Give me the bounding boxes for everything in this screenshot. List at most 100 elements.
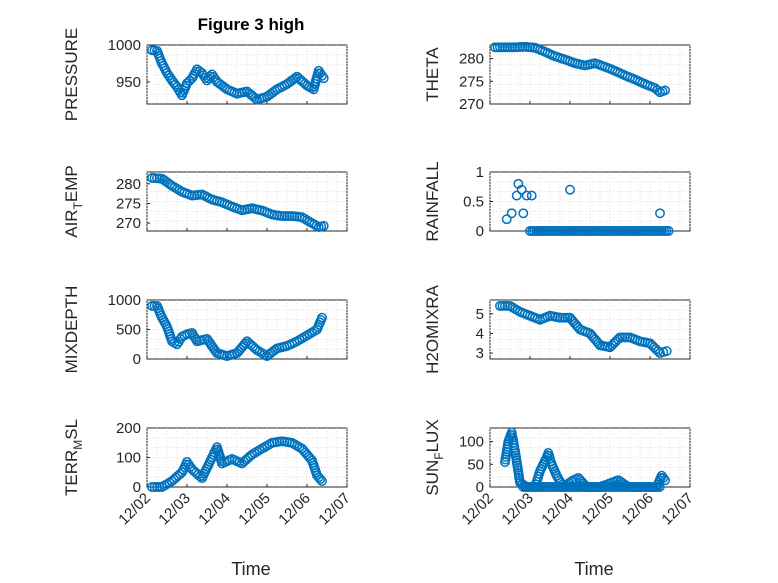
y-tick-label: 1 [476, 164, 484, 181]
x-tick-label: 12/04 [195, 490, 234, 529]
data-point [197, 68, 207, 78]
data-point [660, 85, 670, 96]
data-point [313, 65, 324, 76]
data-point [205, 71, 216, 82]
data-point [208, 72, 219, 82]
data-point [250, 93, 260, 103]
series-markers [501, 178, 674, 236]
y-tick-label: 200 [116, 420, 141, 437]
data-point [518, 208, 529, 219]
data-point [652, 85, 663, 96]
data-point [524, 482, 535, 492]
y-tick-label: 100 [459, 434, 484, 451]
data-point [613, 334, 623, 345]
series-markers [147, 45, 329, 105]
data-point [317, 312, 327, 323]
data-point [654, 482, 665, 492]
y-tick-label: 270 [459, 96, 484, 113]
subplot-5: 0 500 1000 MIXDEPTH [62, 286, 348, 374]
data-point [592, 482, 603, 492]
x-axis-label-left: Time [231, 559, 270, 579]
data-point [162, 68, 172, 78]
y-tick-label: 1000 [108, 292, 141, 309]
data-point [521, 190, 532, 201]
y-tick-label: 275 [116, 195, 141, 212]
data-point [290, 73, 300, 84]
data-point [526, 190, 537, 201]
data-point [565, 184, 575, 195]
series-markers [500, 427, 670, 492]
y-axis-label-4: RAINFALL [423, 161, 442, 241]
x-tick-label: 12/06 [618, 490, 657, 529]
data-point [315, 474, 326, 485]
y-axis-label-5: MIXDEPTH [62, 286, 81, 374]
x-tick-label: 12/07 [658, 490, 697, 529]
y-tick-label: 3 [476, 345, 484, 362]
x-axis-label-right: Time [574, 559, 613, 579]
data-point [207, 69, 217, 80]
data-point [535, 226, 545, 236]
x-tick-label: 12/06 [275, 490, 314, 529]
y-axis-label-7: TERRMSL [62, 419, 85, 496]
data-point [317, 476, 327, 487]
y-tick-label: 270 [116, 215, 141, 232]
data-point [661, 346, 672, 357]
x-tick-label: 12/03 [155, 490, 194, 529]
x-tick-label: 12/04 [538, 490, 577, 529]
data-point [315, 68, 326, 79]
data-point [172, 339, 182, 350]
series-markers [147, 300, 327, 362]
data-point [317, 70, 327, 81]
data-point [183, 459, 194, 470]
x-tick-label: 12/03 [498, 490, 537, 529]
data-point [660, 475, 670, 486]
data-point [163, 70, 174, 81]
y-tick-label: 5 [476, 306, 484, 323]
y-tick-label: 500 [116, 322, 141, 339]
data-point [663, 226, 674, 236]
y-tick-label: 100 [116, 450, 141, 467]
series-markers [495, 300, 672, 359]
y-tick-label: 0 [476, 479, 484, 496]
data-point [501, 214, 512, 225]
y-tick-label: 275 [459, 73, 484, 90]
data-point [182, 456, 192, 467]
data-point [658, 472, 669, 483]
y-tick-label: 4 [476, 325, 484, 342]
y-tick-label: 0 [476, 223, 484, 240]
x-tick-label: 12/05 [235, 490, 274, 529]
figure-title: Figure 3 high [198, 15, 305, 34]
data-point [516, 184, 527, 195]
y-tick-label: 0 [133, 479, 141, 496]
y-axis-label-1: PRESSURE [62, 28, 81, 122]
y-axis-label-2: THETA [423, 47, 442, 102]
data-point [170, 79, 181, 90]
subplot-2: 270 275 280 THETA [423, 41, 691, 113]
y-axis-label-6: H2OMIXRA [423, 284, 442, 373]
x-tick-label: 12/07 [315, 490, 354, 529]
series-markers [147, 172, 329, 233]
series-markers [490, 41, 670, 98]
y-tick-label: 280 [459, 51, 484, 68]
data-point [182, 78, 192, 89]
subplot-6: 3 4 5 H2OMIXRA [423, 284, 691, 374]
x-tick-label: 12/05 [578, 490, 617, 529]
y-axis-label-3: AIRTEMP [62, 165, 85, 238]
data-point [511, 190, 522, 201]
y-tick-label: 1000 [108, 37, 141, 54]
y-axis-label-8: SUNFLUX [423, 419, 446, 495]
y-tick-label: 280 [116, 176, 141, 193]
subplot-4: 0 0.5 1 RAINFALL [423, 161, 691, 242]
series-markers [147, 436, 327, 492]
y-tick-label: 50 [467, 456, 484, 473]
subplot-3: 270 275 280 AIRTEMP [62, 165, 348, 238]
y-tick-label: 950 [116, 74, 141, 91]
data-point [655, 208, 665, 219]
data-point [318, 220, 329, 231]
y-tick-label: 0.5 [463, 194, 484, 211]
data-point [506, 208, 517, 219]
